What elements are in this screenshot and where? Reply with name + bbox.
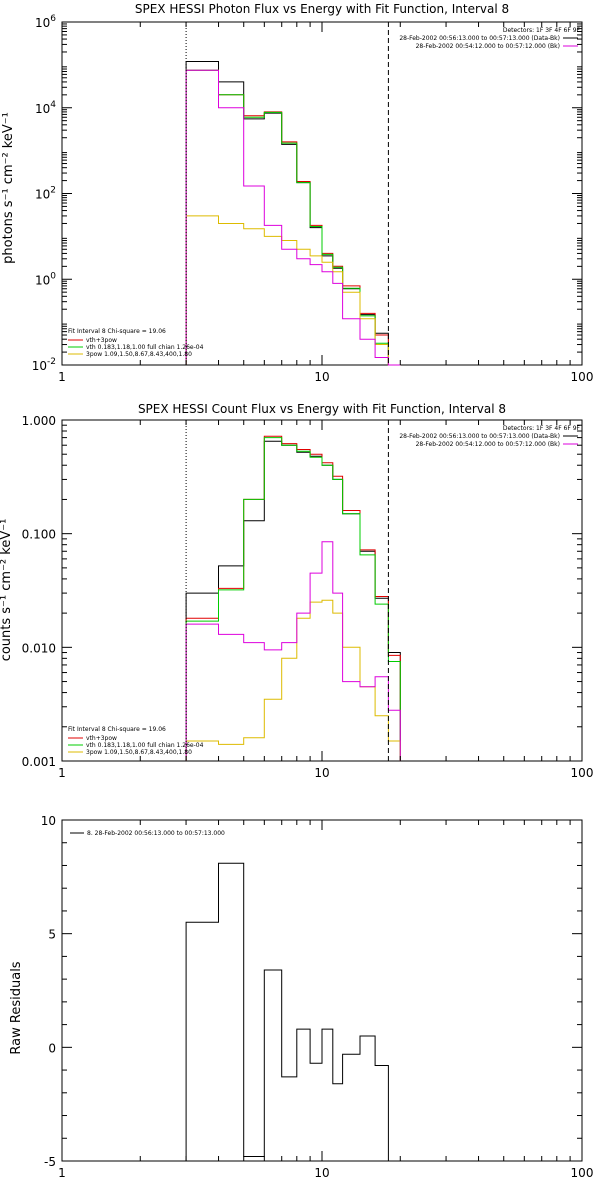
legend-item-vth3pow: vth+3pow: [86, 735, 117, 742]
y-tick-label: 104: [35, 100, 56, 116]
y-axis-label: photons s⁻¹ cm⁻² keV⁻¹: [1, 112, 16, 264]
legend-item-vth: vth 0.183,1.18,1.00 full chian 1.26e-04: [86, 742, 204, 749]
y-tick-label: -5: [44, 1155, 56, 1169]
legend-top-left: 8. 28-Feb-2002 00:56:13.000 to 00:57:13.…: [70, 830, 225, 837]
x-tick-label: 100: [571, 766, 594, 780]
y-tick-label: 5: [48, 928, 56, 942]
series-line-3: [185, 599, 401, 761]
marker-lines: [185, 22, 389, 365]
x-tick-label: 10: [314, 766, 329, 780]
marker-lines: [185, 420, 389, 761]
y-tick-label: 10: [41, 814, 56, 828]
y-axis-label: Raw Residuals: [9, 961, 24, 1054]
panel-residuals: Raw Residuals 1 10 100 -5 0 5 10 8. 28-Feb-200…: [9, 814, 593, 1180]
x-tick-label: 1: [58, 370, 66, 384]
chart-title: SPEX HESSI Photon Flux vs Energy with Fi…: [135, 2, 509, 16]
y-tick-label: 106: [35, 14, 56, 30]
series-line-0: [185, 862, 389, 1161]
legend-residual-interval: 8. 28-Feb-2002 00:56:13.000 to 00:57:13.…: [87, 830, 225, 837]
y-tick-label: 0: [48, 1041, 56, 1055]
legend-item-vth: vth 0.183,1.18,1.00 full chian 1.26e-04: [86, 344, 204, 351]
legend-item-3pow: 3pow 1.09,1.50,8.67,8.43,400,1.80: [86, 749, 192, 756]
series-line-2: [185, 437, 401, 761]
legend-detectors: Detectors: 1F 3F 4F 6F 9F: [503, 27, 581, 34]
y-tick-label: 0.010: [22, 641, 56, 655]
plot-frame: [61, 819, 583, 1162]
legend-data-interval: 28-Feb-2002 00:56:13.000 to 00:57:13.000…: [399, 433, 560, 440]
legend-item-3pow: 3pow 1.09,1.50,8.67,8.43,400,1.80: [86, 351, 192, 358]
y-tick-label: 0.100: [22, 528, 56, 542]
series-line-3: [185, 215, 401, 366]
legend-data-interval: 28-Feb-2002 00:56:13.000 to 00:57:13.000…: [399, 35, 560, 42]
x-tick-label: 100: [571, 1166, 594, 1180]
legend-detectors: Detectors: 1F 3F 4F 6F 9F: [503, 425, 581, 432]
panel-photon-flux: SPEX HESSI Photon Flux vs Energy with Fi…: [1, 2, 593, 384]
y-tick-label: 100: [35, 271, 56, 287]
x-tick-label: 100: [571, 370, 594, 384]
y-tick-label: 102: [35, 186, 56, 202]
legend-bk-interval: 28-Feb-2002 00:54:12.000 to 00:57:12.000…: [416, 441, 560, 448]
series-group: [185, 61, 401, 366]
y-tick-label: 0.001: [22, 755, 56, 769]
x-tick-label: 1: [58, 1166, 66, 1180]
series-line-0: [185, 61, 401, 366]
legend-top-right: Detectors: 1F 3F 4F 6F 9F 28-Feb-2002 00…: [399, 425, 580, 448]
panel-count-flux: SPEX HESSI Count Flux vs Energy with Fit…: [0, 402, 593, 780]
legend-fit-info: Fit Interval 8 Chi-square = 19.06: [68, 726, 166, 733]
series-line-4: [185, 69, 401, 366]
y-axis-label: counts s⁻¹ cm⁻² keV⁻¹: [0, 519, 14, 662]
legend-bk-interval: 28-Feb-2002 00:54:12.000 to 00:57:12.000…: [416, 43, 560, 50]
axis-ticks: 1 10 100 -5 0 5 10: [41, 814, 594, 1180]
plot-frame: [61, 21, 583, 366]
axis-ticks: 1 10 100 0.001 0.010 0.100 1.000: [22, 414, 594, 780]
legend-bottom-left: Fit Interval 8 Chi-square = 19.06 vth+3p…: [68, 328, 204, 358]
legend-top-right: Detectors: 1F 3F 4F 6F 9F 28-Feb-2002 00…: [399, 27, 580, 50]
legend-fit-info: Fit Interval 8 Chi-square = 19.06: [68, 328, 166, 335]
axis-ticks: 1 10 100 10-2 100 102 104 106: [32, 14, 594, 384]
x-tick-label: 10: [314, 370, 329, 384]
series-line-4: [185, 541, 401, 761]
chart-title: SPEX HESSI Count Flux vs Energy with Fit…: [138, 402, 506, 416]
legend-bottom-left: Fit Interval 8 Chi-square = 19.06 vth+3p…: [68, 726, 204, 756]
x-tick-label: 1: [58, 766, 66, 780]
series-group: [185, 862, 389, 1161]
plot-frame: [61, 419, 583, 762]
series-group: [185, 435, 401, 761]
x-tick-label: 10: [314, 1166, 329, 1180]
y-tick-label: 10-2: [32, 357, 56, 373]
legend-item-vth3pow: vth+3pow: [86, 337, 117, 344]
series-line-2: [185, 69, 401, 366]
y-tick-label: 1.000: [22, 414, 56, 428]
